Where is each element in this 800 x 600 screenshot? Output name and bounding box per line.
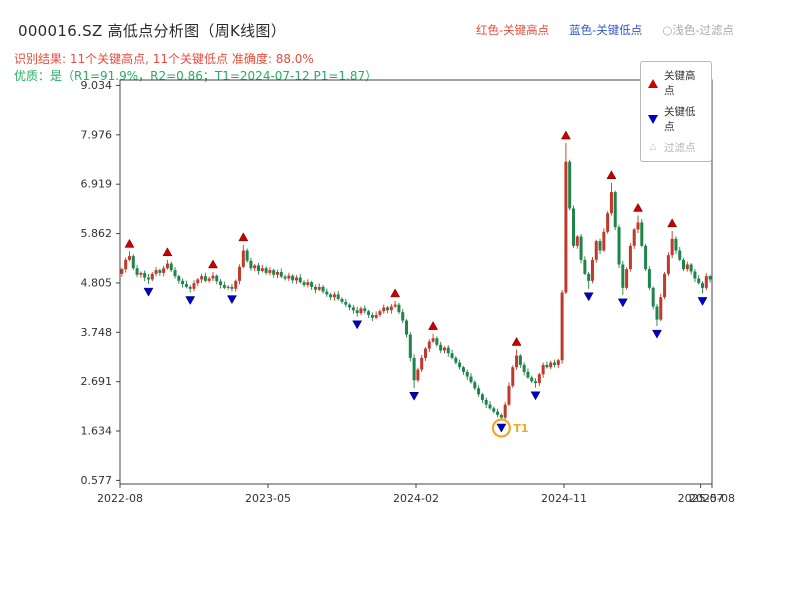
key-high-marker [208, 259, 218, 269]
svg-text:2024-11: 2024-11 [541, 492, 587, 505]
key-low-markers [143, 287, 708, 433]
key-high-marker [511, 336, 522, 346]
key-low-marker [352, 320, 363, 330]
svg-text:2025-08: 2025-08 [689, 492, 735, 505]
legend-item-label: 过滤点 [664, 142, 696, 154]
key-high-marker [560, 130, 571, 140]
key-low-marker [227, 295, 237, 305]
legend-text-key-low: 蓝色-关键低点 [569, 23, 643, 37]
t1-annotation: T1 [491, 418, 529, 438]
key-low-marker [143, 287, 154, 297]
key-low-marker [409, 392, 420, 401]
svg-text:2025-07: 2025-07 [678, 492, 724, 505]
key-low-marker [496, 423, 507, 433]
x-axis: 2022-08 2023-05 2024-02 2024-11 2025-072025-… [97, 484, 735, 505]
y-axis: 0.577 1.634 2.691 3.748 4.805 5.862 6.919 7.976… [81, 79, 120, 487]
key-high-marker [162, 247, 173, 257]
key-low-triangle-icon [648, 114, 658, 124]
svg-text:6.919: 6.919 [81, 178, 113, 191]
svg-text:5.862: 5.862 [81, 227, 113, 240]
top-legend: 红色-关键高点 蓝色-关键低点 ○浅色-过滤点 [476, 22, 734, 38]
svg-text:2024-02: 2024-02 [393, 492, 439, 505]
key-low-marker [652, 329, 662, 339]
legend-text-key-high: 红色-关键高点 [476, 23, 550, 37]
candles [120, 143, 712, 422]
svg-text:0.577: 0.577 [81, 474, 113, 487]
recognition-result-text: 识别结果: 11个关键高点, 11个关键低点 准确度: 88.0% [14, 52, 314, 66]
key-high-marker [606, 170, 617, 180]
svg-text:3.748: 3.748 [81, 326, 113, 339]
chart-legend-box: 关键高点 关键低点 △ 过滤点 [640, 61, 712, 162]
key-high-marker [667, 218, 678, 228]
key-high-triangle-icon [648, 78, 658, 88]
svg-text:7.976: 7.976 [81, 128, 113, 141]
key-low-marker [697, 297, 708, 306]
key-high-markers [124, 130, 678, 346]
filtered-triangle-icon: △ [649, 142, 657, 152]
key-low-marker [185, 296, 196, 306]
key-high-marker [124, 238, 135, 248]
key-high-marker [428, 321, 439, 330]
legend-text-filtered: ○浅色-过滤点 [662, 23, 734, 37]
svg-text:1.634: 1.634 [81, 425, 113, 438]
key-high-marker [238, 232, 249, 242]
page-title: 000016.SZ 高低点分析图（周K线图） [18, 22, 287, 40]
svg-text:2.691: 2.691 [81, 375, 113, 388]
key-high-marker [390, 288, 401, 298]
t1-circle [491, 418, 511, 438]
svg-text:2023-05: 2023-05 [245, 492, 291, 505]
legend-item-label: 关键高点 [664, 70, 696, 97]
legend-item-key-low: 关键低点 [648, 104, 704, 134]
key-low-marker [530, 391, 541, 401]
key-low-marker [583, 292, 594, 302]
svg-text:4.805: 4.805 [81, 276, 113, 289]
legend-item-label: 关键低点 [664, 106, 696, 133]
key-high-marker [633, 202, 643, 212]
legend-item-filtered: △ 过滤点 [648, 140, 704, 155]
t1-label: T1 [513, 422, 528, 435]
key-low-marker [617, 298, 628, 308]
svg-text:2022-08: 2022-08 [97, 492, 143, 505]
legend-item-key-high: 关键高点 [648, 68, 704, 98]
svg-text:9.034: 9.034 [81, 79, 113, 92]
